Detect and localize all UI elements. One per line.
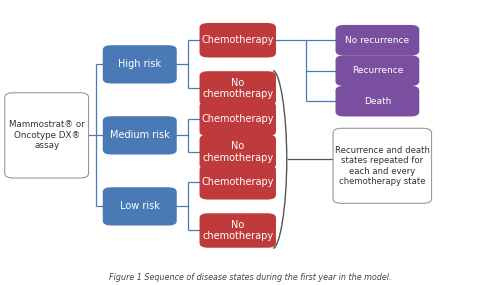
Text: Low risk: Low risk	[120, 201, 160, 211]
Text: No
chemotherapy: No chemotherapy	[202, 220, 274, 241]
FancyBboxPatch shape	[200, 102, 276, 136]
FancyBboxPatch shape	[200, 213, 276, 248]
FancyBboxPatch shape	[103, 187, 176, 225]
Text: Figure 1 Sequence of disease states during the first year in the model.: Figure 1 Sequence of disease states duri…	[109, 273, 391, 282]
Text: Chemotherapy: Chemotherapy	[202, 35, 274, 45]
FancyBboxPatch shape	[200, 71, 276, 106]
FancyBboxPatch shape	[103, 116, 176, 154]
Text: Death: Death	[364, 97, 391, 106]
FancyBboxPatch shape	[336, 55, 419, 86]
Text: No
chemotherapy: No chemotherapy	[202, 78, 274, 99]
Text: Medium risk: Medium risk	[110, 130, 170, 141]
FancyBboxPatch shape	[200, 165, 276, 200]
FancyBboxPatch shape	[336, 25, 419, 56]
Text: Mammostrat® or
Oncotype DX®
assay: Mammostrat® or Oncotype DX® assay	[8, 121, 85, 150]
Text: Chemotherapy: Chemotherapy	[202, 114, 274, 124]
FancyBboxPatch shape	[333, 128, 432, 203]
Text: No recurrence: No recurrence	[346, 36, 410, 45]
Text: Chemotherapy: Chemotherapy	[202, 177, 274, 187]
FancyBboxPatch shape	[103, 45, 176, 84]
FancyBboxPatch shape	[200, 135, 276, 169]
Text: High risk: High risk	[118, 59, 162, 69]
Text: No
chemotherapy: No chemotherapy	[202, 141, 274, 163]
FancyBboxPatch shape	[336, 86, 419, 117]
FancyBboxPatch shape	[5, 93, 88, 178]
FancyBboxPatch shape	[200, 23, 276, 58]
Text: Recurrence: Recurrence	[352, 66, 403, 75]
Text: Recurrence and death
states repeated for
each and every
chemotherapy state: Recurrence and death states repeated for…	[335, 146, 430, 186]
